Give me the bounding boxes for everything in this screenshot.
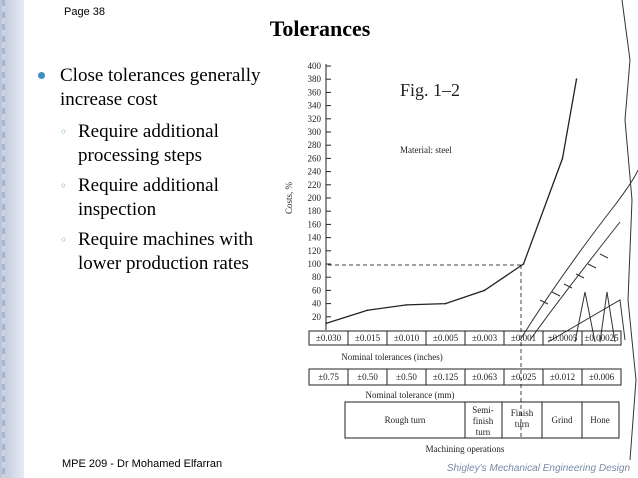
bullet-sub-text: Require additional processing steps [78, 121, 219, 166]
tolerance-cell: ±0.012 [550, 372, 575, 382]
tolerance-cell: ±0.030 [316, 333, 342, 343]
y-tick-label: 240 [308, 167, 322, 177]
tolerance-cell: ±0.005 [433, 333, 459, 343]
tolerance-cell: ±0.001 [511, 333, 536, 343]
op-rough-turn: Rough turn [385, 415, 426, 425]
tolerance-cell: ±0.50 [357, 372, 378, 382]
tolerance-cell: ±0.50 [396, 372, 417, 382]
tolerance-cell: ±0.003 [472, 333, 498, 343]
cost-point [325, 322, 327, 325]
op-semi-finish-line2: finish [473, 416, 494, 426]
y-tick-label: 280 [308, 140, 322, 150]
y-tick-label: 220 [308, 180, 322, 190]
bullet-sub: ◦ Require machines with lower production… [36, 228, 286, 276]
footer-book: Shigley's Mechanical Engineering Design [446, 463, 630, 474]
tolerance-cell: ±0.010 [394, 333, 420, 343]
op-grind: Grind [552, 415, 573, 425]
cost-point [444, 302, 447, 305]
bullet-ring-icon: ◦ [60, 233, 68, 247]
tolerance-cell: ±0.0005 [548, 333, 578, 343]
y-tick-label: 360 [308, 87, 322, 97]
tolerance-cell: ±0.125 [433, 372, 459, 382]
y-tick-label: 40 [312, 299, 322, 309]
bullet-sub: ◦ Require additional inspection [36, 174, 286, 222]
y-tick-label: 380 [308, 74, 322, 84]
y-tick-label: 120 [308, 246, 322, 256]
bullet-ring-icon: ◦ [60, 125, 68, 139]
tolerance-cell: ±0.025 [511, 372, 537, 382]
y-tick-label: 20 [312, 312, 322, 322]
bullet-sub-text: Require machines with lower production r… [78, 229, 254, 274]
y-ticks: 20 40 60 80 100 120 140 160 180 200 220 240 260 280 30… [308, 61, 331, 322]
y-tick-label: 80 [312, 272, 322, 282]
cost-series-line [325, 79, 578, 325]
tool-sketch [519, 0, 638, 461]
slide-title: Tolerances [269, 16, 371, 41]
machining-label: Machining operations [426, 444, 505, 454]
y-tick-label: 400 [308, 61, 322, 71]
y-tick-label: 160 [308, 219, 322, 229]
y-tick-label: 340 [308, 101, 322, 111]
nominal-mm-label: Nominal tolerance (mm) [366, 390, 455, 400]
figure-label: Fig. 1–2 [400, 80, 460, 100]
y-tick-label: 100 [308, 259, 322, 269]
op-semi-finish-line3: turn [476, 427, 491, 437]
tolerance-cell: ±0.00025 [584, 333, 619, 343]
y-tick-label: 320 [308, 114, 322, 124]
footer-author: MPE 209 - Dr Mohamed Elfarran [62, 458, 223, 470]
bullet-list: Close tolerances generally increase cost… [36, 64, 286, 282]
tolerance-mm-row: ±0.75 ±0.50 ±0.50 ±0.125 ±0.063 ±0.025 ±0.012 ±… [308, 368, 622, 386]
bullet-ring-icon: ◦ [60, 179, 68, 193]
y-axis-label: Costs, % [284, 181, 294, 214]
tolerance-cell: ±0.063 [472, 372, 498, 382]
page-number: Page 38 [64, 6, 105, 18]
nominal-inches-label: Nominal tolerances (inches) [341, 352, 442, 362]
material-annotation: Material: steel [400, 145, 452, 155]
cost-point [366, 309, 369, 312]
cost-point [522, 263, 525, 265]
y-tick-label: 300 [308, 127, 322, 137]
bullet-sub: ◦ Require additional processing steps [36, 120, 286, 168]
op-finish-line2: turn [515, 419, 530, 429]
cost-point [575, 78, 578, 80]
op-hone: Hone [590, 415, 610, 425]
bullet-dot-icon [38, 72, 45, 79]
cost-point [483, 289, 486, 292]
y-tick-label: 140 [308, 233, 322, 243]
cost-point [405, 304, 408, 306]
tolerance-cell: ±0.75 [318, 372, 339, 382]
op-semi-finish-line1: Semi- [472, 405, 494, 415]
tolerance-inches-row: ±0.030 ±0.015 ±0.010 ±0.005 ±0.003 ±0.001 ±0.0… [308, 330, 622, 346]
y-tick-label: 200 [308, 193, 322, 203]
tolerance-cell: ±0.015 [355, 333, 381, 343]
op-finish-line1: Finish [511, 408, 534, 418]
slide-side-bar [0, 0, 24, 478]
bullet-main: Close tolerances generally increase cost [36, 64, 286, 112]
cost-point [561, 157, 564, 160]
operations-table: Rough turn Semi- finish turn Finish turn… [344, 401, 620, 439]
y-tick-label: 180 [308, 206, 322, 216]
y-tick-label: 60 [312, 285, 322, 295]
bullet-main-text: Close tolerances generally increase cost [60, 65, 261, 110]
tolerance-cell: ±0.006 [589, 372, 615, 382]
bullet-sub-text: Require additional inspection [78, 175, 219, 220]
y-tick-label: 260 [308, 153, 322, 163]
